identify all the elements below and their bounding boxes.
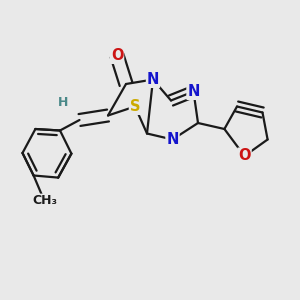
Text: H: H: [58, 95, 68, 109]
Text: S: S: [130, 99, 140, 114]
Text: N: N: [166, 132, 179, 147]
Text: CH₃: CH₃: [32, 194, 57, 208]
Text: N: N: [187, 84, 200, 99]
Text: N: N: [147, 72, 159, 87]
Text: O: O: [111, 48, 123, 63]
Text: O: O: [238, 148, 251, 164]
